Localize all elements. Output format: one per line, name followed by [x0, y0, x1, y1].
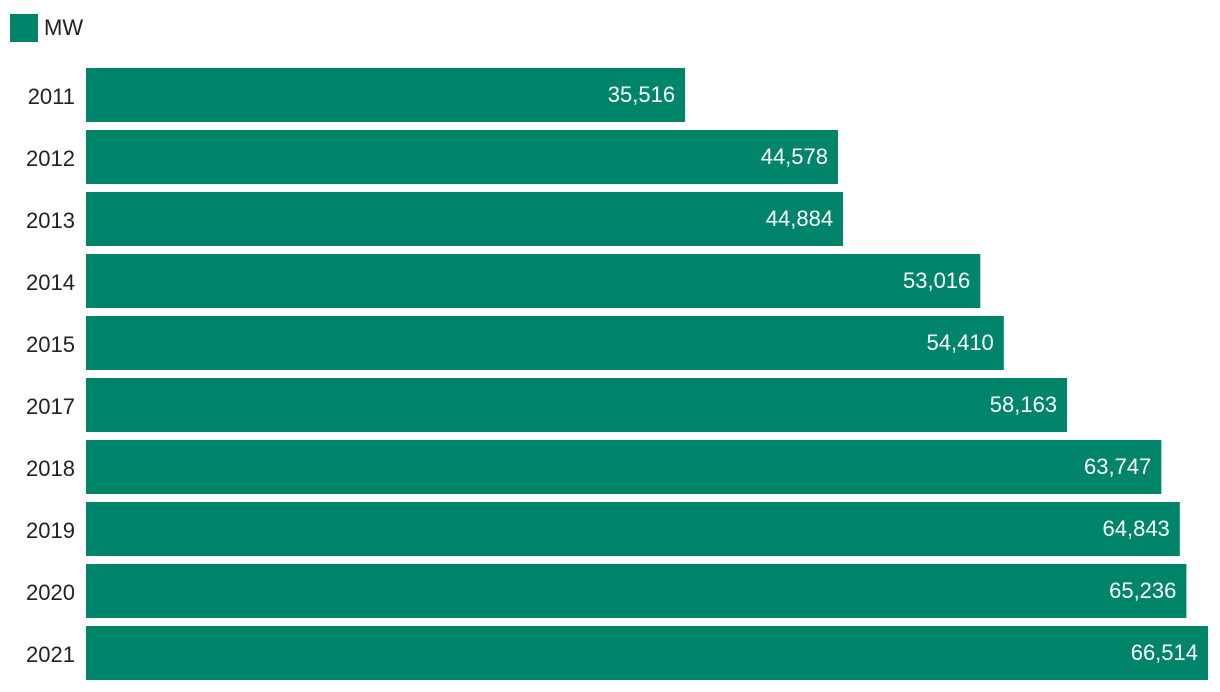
category-label-2014: 2014	[26, 270, 75, 295]
value-label-2020: 65,236	[1109, 578, 1176, 603]
bar-2012	[86, 130, 838, 184]
bar-2020	[86, 564, 1187, 618]
legend-label: MW	[44, 15, 83, 40]
category-label-2020: 2020	[26, 580, 75, 605]
category-label-2011: 2011	[28, 84, 75, 109]
value-label-2012: 44,578	[761, 144, 828, 169]
category-label-2013: 2013	[26, 208, 75, 233]
category-label-2015: 2015	[26, 332, 75, 357]
bar-2017	[86, 378, 1068, 432]
value-label-2015: 54,410	[927, 330, 994, 355]
bar-2014	[86, 254, 981, 308]
category-label-2021: 2021	[26, 642, 75, 667]
category-label-2012: 2012	[26, 146, 75, 171]
category-label-2017: 2017	[26, 394, 75, 419]
bar-2015	[86, 316, 1004, 370]
category-label-2019: 2019	[26, 518, 75, 543]
bar-2019	[86, 502, 1180, 556]
legend: MW	[10, 14, 83, 42]
value-label-2014: 53,016	[903, 268, 970, 293]
bars-group	[86, 68, 1208, 680]
bar-2013	[86, 192, 844, 246]
value-label-2021: 66,514	[1131, 640, 1198, 665]
value-label-2017: 58,163	[990, 392, 1057, 417]
bar-2018	[86, 440, 1162, 494]
value-label-2013: 44,884	[766, 206, 833, 231]
category-label-2018: 2018	[26, 456, 75, 481]
category-labels-group: 2011 2012 2013 2014 2015 2017 2018 2019 2020 2021	[26, 84, 75, 667]
value-label-2011: 35,516	[608, 82, 675, 107]
value-labels-group: 35,516 44,578 44,884 53,016 54,410 58,163 63,7…	[608, 82, 1198, 665]
value-label-2019: 64,843	[1103, 516, 1170, 541]
value-label-2018: 63,747	[1084, 454, 1151, 479]
bar-2021	[86, 626, 1208, 680]
legend-swatch	[10, 14, 38, 42]
bar-2011	[86, 68, 686, 122]
